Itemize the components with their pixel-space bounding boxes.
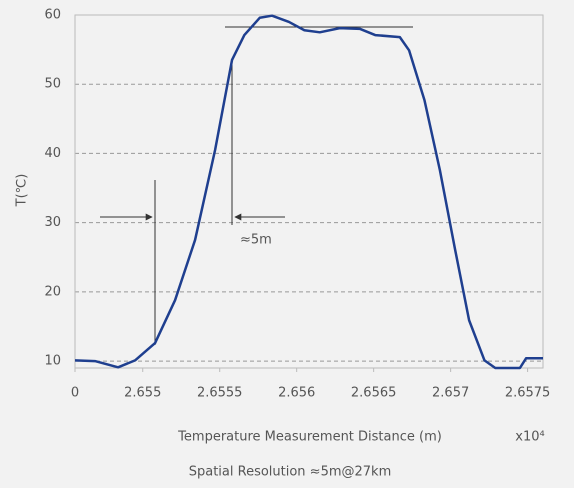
data-line <box>74 14 543 370</box>
plot-frame <box>74 14 544 369</box>
x-tick-label: 2.6575 <box>505 386 551 401</box>
x-tick-label: 2.655 <box>124 386 161 401</box>
y-tick-label: 60 <box>44 8 61 23</box>
y-axis-label: T(℃) <box>15 174 30 208</box>
caption: Spatial Resolution ≈5m@27km <box>189 465 392 480</box>
x-tick-label: 2.657 <box>432 386 469 401</box>
y-tick-label: 50 <box>44 77 61 92</box>
y-tick-label: 40 <box>44 146 61 161</box>
y-tick-label: 30 <box>44 215 61 230</box>
x-tick-label: 2.656 <box>278 386 315 401</box>
y-tick-label: 10 <box>44 354 61 369</box>
x-tick-label: 0 <box>71 386 79 401</box>
y-tick-label: 20 <box>44 284 61 299</box>
x-axis-label: Temperature Measurement Distance (m) <box>177 430 442 445</box>
grid <box>75 14 543 362</box>
x-tick-label: 2.6555 <box>197 386 243 401</box>
annotation: ≈5m <box>240 233 272 248</box>
x-tick-label: 2.6565 <box>351 386 397 401</box>
x-multiplier: x10⁴ <box>515 430 544 445</box>
annotations: ≈5m <box>100 26 413 345</box>
